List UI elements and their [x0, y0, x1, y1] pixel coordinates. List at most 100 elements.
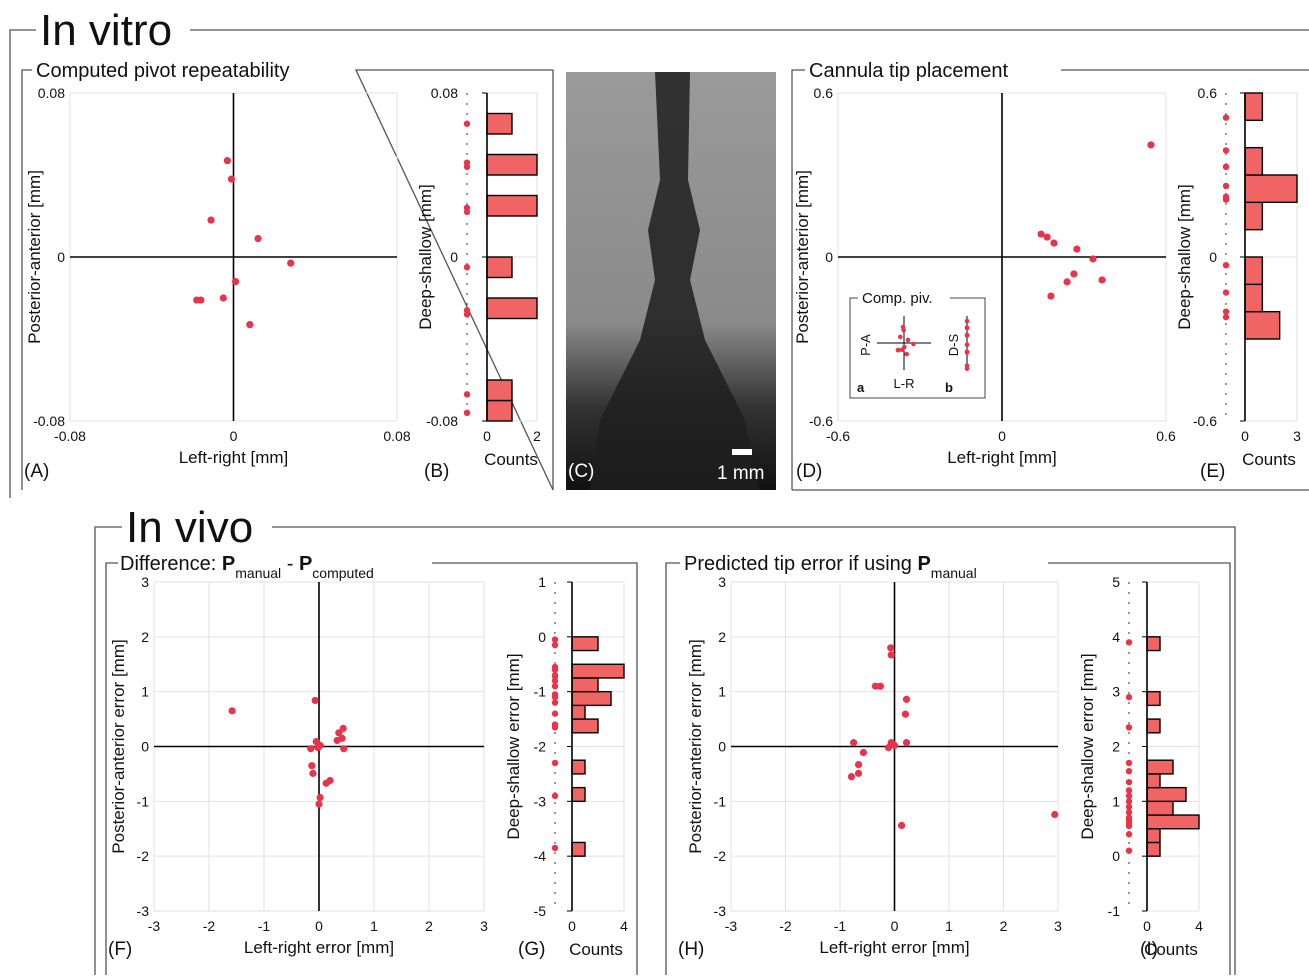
x-tick-label: 4	[1195, 918, 1203, 934]
group-box	[22, 70, 553, 490]
y-tick-label: 3	[1112, 684, 1120, 700]
point	[464, 121, 470, 127]
point	[902, 711, 909, 718]
point	[464, 264, 470, 270]
panel-label: (E)	[1200, 461, 1225, 482]
x-tick-label: -2	[203, 918, 216, 934]
x-axis-label: Left-right [mm]	[179, 448, 289, 467]
group-title: Predicted tip error if using Pmanual	[684, 553, 977, 581]
x-tick-label: 0	[315, 918, 323, 934]
point	[287, 260, 294, 267]
bar	[1245, 202, 1262, 229]
bar	[487, 380, 512, 401]
y-tick-label: 2	[141, 629, 149, 645]
point	[1223, 194, 1229, 200]
point	[552, 636, 558, 642]
panel-label: (G)	[518, 939, 545, 960]
bar	[572, 637, 598, 651]
inset-point	[965, 342, 970, 347]
point	[1223, 114, 1229, 120]
y-tick-label: -2	[534, 739, 547, 755]
point	[552, 642, 558, 648]
point	[1126, 724, 1132, 730]
point	[1089, 255, 1096, 262]
point	[1126, 804, 1132, 810]
bar	[1245, 148, 1262, 175]
point	[552, 699, 558, 705]
group-title-part: P	[222, 553, 235, 575]
y-tick-label: -0.08	[33, 413, 65, 429]
group-title-part: manual	[931, 565, 977, 581]
y-axis-label: Deep-shallow [mm]	[416, 184, 435, 330]
point	[855, 761, 862, 768]
point	[1223, 164, 1229, 170]
y-tick-label: 0.6	[814, 85, 834, 101]
point	[340, 745, 347, 752]
point	[339, 735, 346, 742]
x-tick-label: 0	[483, 428, 491, 444]
x-tick-label: 2	[1000, 918, 1008, 934]
point	[552, 678, 558, 684]
y-axis-label: Deep-shallow [mm]	[1175, 184, 1194, 330]
bar	[1245, 93, 1262, 120]
point	[552, 710, 558, 716]
bar	[1245, 284, 1262, 311]
inset-point	[906, 338, 911, 343]
bar	[572, 678, 598, 692]
panel-label: (I)	[1140, 939, 1158, 960]
inset: Comp. piv. P-A L-R D-S a b	[850, 290, 985, 398]
bar	[487, 257, 512, 278]
group-title: Computed pivot repeatability	[36, 60, 289, 82]
y-tick-label: -1	[534, 684, 547, 700]
inset-point	[898, 335, 903, 340]
point	[1126, 768, 1132, 774]
group-title-part: P	[299, 553, 312, 575]
point	[1047, 292, 1054, 299]
y-axis-label: Deep-shallow error [mm]	[504, 653, 523, 839]
point	[1044, 233, 1051, 240]
group-title-part: Predicted tip error if using	[684, 553, 917, 575]
point	[309, 770, 316, 777]
group-box	[792, 70, 1309, 490]
bar	[572, 705, 585, 719]
y-tick-label: 0	[57, 249, 65, 265]
inset-label: L-R	[894, 376, 915, 391]
y-axis-label: Posterior-anterior error [mm]	[686, 639, 705, 853]
group-box	[106, 563, 637, 975]
point	[848, 773, 855, 780]
bar	[1147, 719, 1160, 733]
bar	[1147, 829, 1160, 843]
y-tick-label: 4	[1112, 629, 1120, 645]
point	[1126, 798, 1132, 804]
point	[1073, 245, 1080, 252]
y-tick-label: 1	[141, 684, 149, 700]
point	[340, 725, 347, 732]
inset-point	[965, 350, 970, 355]
y-tick-label: 0	[141, 739, 149, 755]
x-tick-label: -3	[148, 918, 161, 934]
point	[1063, 278, 1070, 285]
point	[464, 410, 470, 416]
inset-point	[901, 328, 906, 333]
bar	[1147, 815, 1199, 829]
bar	[487, 401, 512, 422]
bar	[1147, 842, 1160, 856]
point	[1126, 639, 1132, 645]
bar	[572, 692, 611, 706]
y-tick-label: 0	[718, 739, 726, 755]
y-tick-label: -1	[714, 793, 727, 809]
point	[1126, 787, 1132, 793]
x-tick-label: 0	[1143, 918, 1151, 934]
bar	[1245, 312, 1280, 339]
bar	[1147, 692, 1160, 706]
y-tick-label: -0.6	[1193, 413, 1217, 429]
point	[1050, 239, 1057, 246]
y-tick-label: -5	[534, 903, 547, 919]
group-box	[666, 563, 1230, 975]
x-tick-label: 4	[620, 918, 628, 934]
point	[891, 742, 898, 749]
inset-point	[965, 333, 970, 338]
point	[1223, 183, 1229, 189]
point	[552, 793, 558, 799]
x-tick-label: -1	[258, 918, 271, 934]
